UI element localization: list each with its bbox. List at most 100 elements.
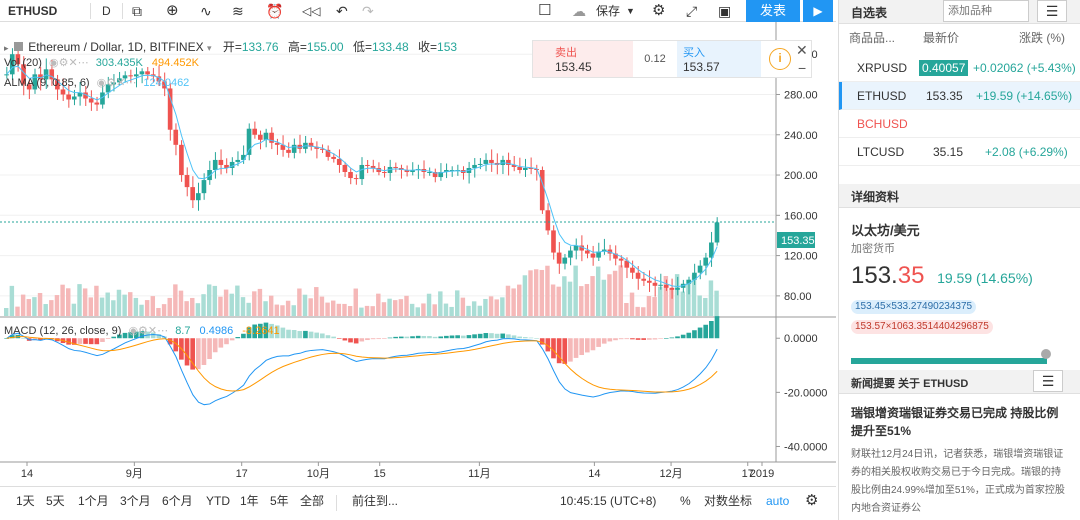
- macd-histogram-bar: [246, 327, 252, 339]
- volume-bar: [144, 300, 150, 316]
- range-ytd[interactable]: YTD: [206, 494, 230, 508]
- templates-icon[interactable]: ≋: [232, 3, 244, 19]
- candle-body: [38, 74, 43, 80]
- macd-histogram-bar: [641, 338, 647, 340]
- range-5y[interactable]: 5年: [270, 494, 289, 508]
- macd-histogram-bar: [100, 338, 105, 342]
- macd-histogram-bar: [449, 335, 455, 339]
- volume-bar: [466, 305, 471, 316]
- news-headline[interactable]: 瑞银增资瑞银证券交易已完成 持股比例提升至51%: [851, 406, 1059, 438]
- eye-icon[interactable]: [13, 42, 23, 51]
- indicator-controls-icon[interactable]: ◉⚙✕⋯: [96, 77, 137, 89]
- candle-body: [534, 168, 539, 170]
- minus-icon[interactable]: −: [798, 60, 807, 76]
- watchlist-menu-icon[interactable]: ☰: [1037, 0, 1067, 22]
- symbol-search[interactable]: ETHUSD: [8, 4, 58, 18]
- auto-scale-toggle[interactable]: auto: [766, 494, 790, 508]
- range-bar: [851, 358, 1047, 364]
- macd-histogram-bar: [658, 338, 663, 339]
- time-tick-label: 17: [742, 468, 754, 480]
- range-1m[interactable]: 1个月: [78, 494, 109, 508]
- candle-body: [218, 159, 224, 165]
- volume-bar: [449, 306, 454, 316]
- volume-bar: [150, 296, 156, 316]
- undo-icon[interactable]: ↶: [336, 3, 348, 19]
- camera-icon[interactable]: ▣: [718, 3, 732, 19]
- volume-bar: [511, 288, 516, 316]
- col-change[interactable]: 涨跌 (%): [1019, 31, 1065, 45]
- macd-histogram-bar: [630, 338, 635, 340]
- chevron-down-icon[interactable]: ▼: [626, 6, 635, 16]
- alert-icon[interactable]: ⏰: [266, 3, 284, 19]
- candle-body: [139, 71, 145, 75]
- range-5d[interactable]: 5天: [46, 494, 65, 508]
- watchlist-row[interactable]: BCHUSD: [839, 110, 1080, 138]
- interval-button[interactable]: D: [102, 4, 111, 18]
- goto-date-button[interactable]: 前往到...: [352, 494, 399, 508]
- volume-bar: [612, 270, 618, 316]
- compare-icon[interactable]: ∿: [200, 3, 212, 19]
- volume-bar: [246, 302, 251, 316]
- macd-histogram-bar: [562, 338, 568, 364]
- indicator-controls-icon[interactable]: ◉⚙✕⋯: [128, 325, 169, 337]
- volume-bar: [280, 305, 285, 316]
- collapse-chevron-icon[interactable]: ▸: [4, 43, 9, 53]
- candle-body: [714, 222, 720, 243]
- info-icon[interactable]: i: [769, 48, 791, 70]
- log-scale-toggle[interactable]: 对数坐标: [704, 494, 753, 508]
- chevron-down-icon[interactable]: ▾: [206, 43, 212, 53]
- indicators-icon[interactable]: ⊕: [166, 2, 179, 19]
- replay-icon[interactable]: ◁◁: [302, 4, 321, 18]
- volume-bar: [111, 300, 116, 316]
- macd-histogram-bar: [613, 338, 618, 341]
- expand-icon[interactable]: ⤢: [686, 3, 698, 19]
- clock-time[interactable]: 10:45:15 (UTC+8): [560, 494, 657, 508]
- range-1y[interactable]: 1年: [240, 494, 259, 508]
- fullscreen-checkbox-icon[interactable]: ☐: [538, 2, 552, 19]
- macd-histogram-bar: [308, 331, 314, 339]
- play-icon[interactable]: ▶: [803, 0, 833, 22]
- publish-button[interactable]: 发表: [746, 0, 800, 22]
- volume-bar: [595, 266, 601, 316]
- watchlist-row-selected[interactable]: ETHUSD 153.35 +19.59 (+14.65%): [839, 82, 1080, 110]
- buy-button[interactable]: 买入 153.57: [677, 41, 761, 77]
- candle-body: [66, 94, 71, 100]
- candle-body: [551, 230, 556, 253]
- range-3m[interactable]: 3个月: [120, 494, 151, 508]
- macd-histogram-bar: [117, 334, 122, 339]
- candle-body: [528, 167, 534, 169]
- macd-histogram-bar: [297, 331, 303, 339]
- price-tick-label: 200.00: [784, 170, 818, 182]
- settings-gear-icon[interactable]: ⚙: [805, 492, 819, 509]
- candle-style-icon[interactable]: ⧉: [132, 3, 142, 19]
- volume-bar: [652, 297, 657, 316]
- price-chart[interactable]: 320.00280.00240.00200.00160.00120.0080.0…: [0, 22, 836, 486]
- save-button[interactable]: 保存: [596, 4, 621, 18]
- macd-histogram-bar: [500, 333, 506, 339]
- sell-price: 153.45: [555, 60, 592, 74]
- watchlist-row[interactable]: LTCUSD 35.15 +2.08 (+6.29%): [839, 138, 1080, 166]
- range-1d[interactable]: 1天: [16, 494, 35, 508]
- settings-gear-icon[interactable]: ⚙: [652, 2, 666, 19]
- indicator-controls-icon[interactable]: ◉⚙✕⋯: [48, 57, 89, 69]
- close-icon[interactable]: ✕: [796, 42, 808, 58]
- candle-body: [83, 92, 88, 99]
- volume-bar: [567, 281, 573, 316]
- news-menu-icon[interactable]: ☰: [1033, 370, 1063, 392]
- watchlist-row[interactable]: XRPUSD 0.40057 +0.02062 (+5.43%): [839, 54, 1080, 82]
- macd-histogram-bar: [522, 337, 528, 339]
- volume-bar: [488, 296, 494, 316]
- percent-toggle[interactable]: %: [680, 494, 691, 508]
- range-all[interactable]: 全部: [300, 494, 325, 508]
- volume-bar: [393, 300, 398, 316]
- col-symbol[interactable]: 商品品...: [849, 31, 896, 45]
- candle-body: [472, 164, 477, 168]
- sell-button[interactable]: 卖出 153.45: [533, 41, 633, 77]
- candle-body: [179, 144, 184, 176]
- col-last[interactable]: 最新价: [923, 31, 960, 45]
- range-6m[interactable]: 6个月: [162, 494, 193, 508]
- add-symbol-input[interactable]: [943, 0, 1029, 22]
- redo-icon[interactable]: ↷: [362, 3, 374, 19]
- watchlist-columns: 商品品... 最新价 涨跌 (%): [839, 26, 1080, 50]
- macd-histogram-bar: [466, 335, 472, 339]
